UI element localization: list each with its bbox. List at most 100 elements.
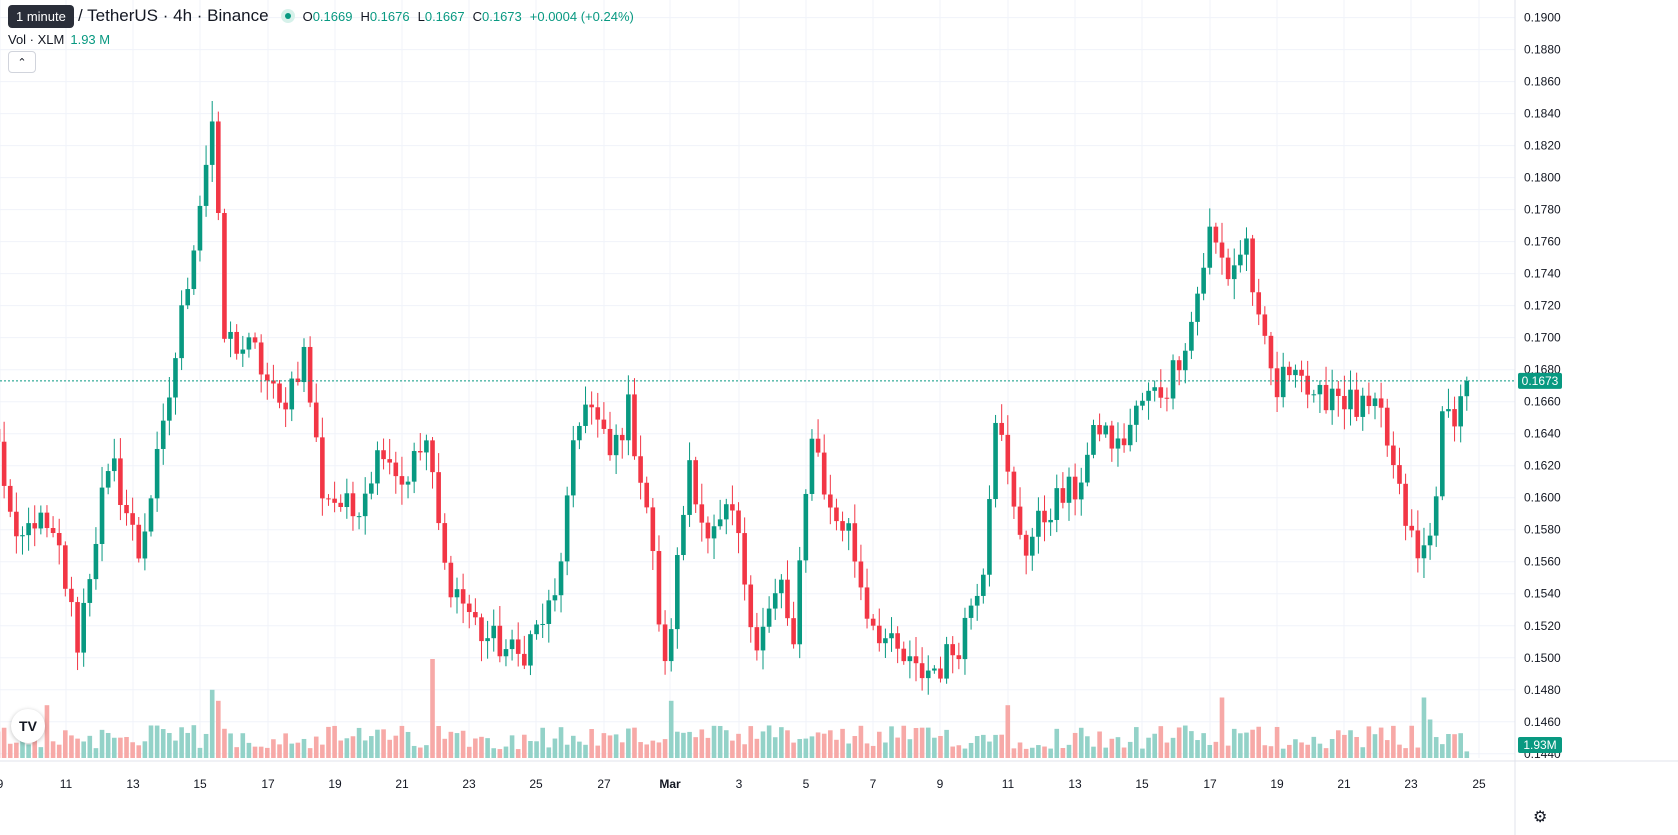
volume-bar [534,741,539,758]
volume-bar [1213,741,1219,758]
symbol-title[interactable]: / TetherUS · 4h · Binance [78,6,269,25]
candle-body [99,487,105,544]
volume-bar [1354,737,1359,758]
volume-bar [283,733,288,758]
candle-body [564,495,570,562]
candle-body [1060,488,1066,503]
candle-body [283,402,288,410]
candle-body [999,422,1004,435]
candle-body [1280,366,1286,398]
volume-bar [864,743,870,758]
volume-bar [632,727,637,758]
candle-body [515,639,521,654]
candle-body [1342,395,1347,410]
time-tick-label: 17 [1203,777,1217,791]
volume-bar [1127,741,1133,758]
candle-body [1146,390,1151,401]
volume-bar [1397,744,1402,758]
tradingview-logo-icon[interactable]: TV [11,709,45,743]
volume-bar [69,735,74,758]
volume-bar [75,738,80,758]
collapse-legend-button[interactable]: ⌃ [8,51,36,73]
volume-bar [448,731,454,758]
candle-body [699,504,705,523]
volume-bar [564,744,570,758]
volume-bar [136,745,142,758]
volume-bar [883,742,888,758]
volume-legend[interactable]: Vol · XLM 1.93 M [8,32,110,47]
candle-body [772,593,778,609]
ohlc-values: O0.1669 H0.1676 L0.1667 C0.1673 +0.0004 … [303,9,634,24]
volume-bar [785,730,790,758]
candle-body [1409,525,1415,531]
volume-bar [362,740,368,758]
candle-body [1048,519,1053,523]
volume-bar [1042,746,1047,758]
volume-bar [1219,697,1225,758]
candle-body [1017,506,1023,535]
candle-body [662,624,668,662]
time-tick-label: 21 [1337,777,1351,791]
candle-body [258,342,264,375]
candle-body [1134,405,1139,425]
candle-body [834,507,839,522]
candle-body [179,305,184,359]
candle-body [595,407,601,420]
volume-bar [1317,743,1323,758]
volume-bar [485,738,490,758]
volume-bar [503,746,509,758]
volume-bar [326,726,331,758]
candle-body [656,551,662,625]
volume-bar [387,739,392,758]
volume-bar [668,700,674,758]
candle-body [632,394,637,457]
candle-body [160,420,166,449]
candle-body [491,625,497,639]
candle-body [1397,465,1402,484]
candle-body [289,378,295,410]
volume-bar [1415,747,1421,758]
volume-bar [160,729,166,758]
candle-body [222,213,227,339]
volume-bar [87,735,93,758]
chevron-up-icon: ⌃ [17,56,27,69]
time-tick-label: 11 [60,777,73,791]
candle-body [974,595,980,606]
volume-bar [411,745,417,758]
candle-body [1299,369,1304,376]
candle-body [350,493,356,517]
market-status-icon [280,9,295,23]
volume-bar [258,746,264,758]
candle-body [344,493,350,508]
gear-icon[interactable]: ⚙ [1533,809,1548,826]
candle-body [522,653,527,666]
candle-body [1023,534,1029,556]
volume-bar [1158,726,1164,758]
volume-bar [944,729,949,758]
candle-body [987,499,992,575]
candle-body [1231,265,1237,280]
candle-body [858,561,864,588]
volume-bar [356,727,362,758]
volume-bar [1195,740,1200,758]
volume-bar [1048,748,1053,758]
candle-body [668,629,674,662]
volume-bar [638,742,643,758]
candle-body [1176,360,1182,371]
candle-body [1440,411,1445,497]
candle-body [356,516,362,518]
candle-body [497,625,503,657]
volume-bar [717,725,723,758]
candle-body [754,627,760,651]
candle-body [1085,454,1090,483]
candle-body [883,638,888,644]
volume-bar [699,729,705,758]
price-tick-label: 0.1860 [1524,75,1561,89]
volume-bar [981,734,986,758]
time-tick-label: 21 [395,777,409,791]
candle-body [509,639,515,650]
volume-bar [289,743,295,758]
candle-body [38,512,44,529]
volume-bar [528,741,533,758]
